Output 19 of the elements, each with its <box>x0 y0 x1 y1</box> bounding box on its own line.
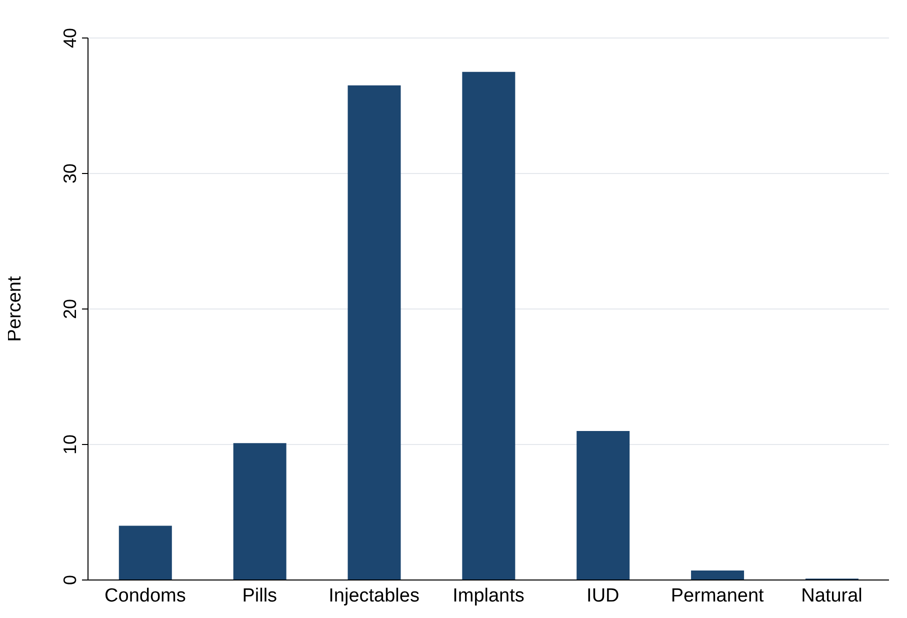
y-tick-label: 0 <box>60 574 80 586</box>
y-tick-label: 20 <box>60 298 80 320</box>
x-tick-label: Pills <box>242 585 278 606</box>
x-tick-label: Natural <box>801 585 862 606</box>
y-tick-label: 10 <box>60 434 80 455</box>
bar <box>118 526 172 580</box>
x-tick-label: Injectables <box>328 585 420 606</box>
x-tick-label: IUD <box>586 585 620 606</box>
bar <box>691 570 744 580</box>
y-tick-label: 40 <box>60 28 80 48</box>
bar <box>233 443 286 580</box>
x-tick-label: Implants <box>452 585 524 606</box>
x-tick-label: Condoms <box>104 585 186 606</box>
y-axis-title: Percent <box>4 276 26 342</box>
y-tick-label: 30 <box>60 163 80 184</box>
bar <box>348 85 401 580</box>
bar <box>462 72 516 580</box>
bar <box>576 430 630 580</box>
x-tick-label: Permanent <box>670 585 765 606</box>
